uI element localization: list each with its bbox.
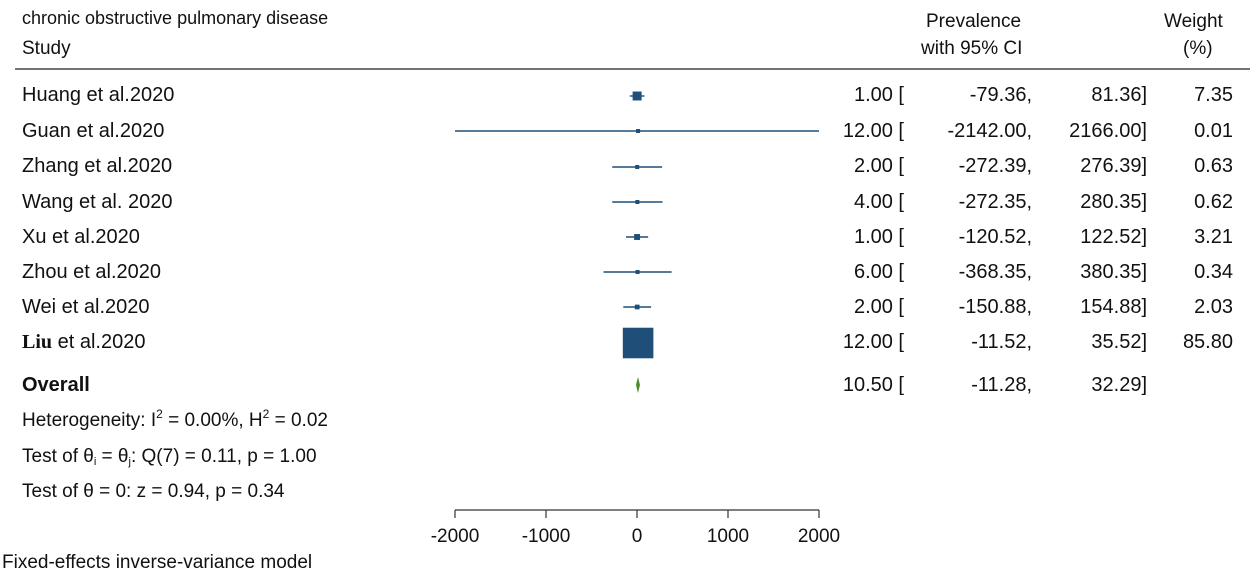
estimate-value: 2.00 [ [853, 296, 904, 318]
weight-value: 0.62 [1194, 191, 1233, 213]
overall-diamond [635, 377, 640, 393]
estimate-value: 1.00 [ [853, 84, 904, 106]
overall-ci-upper-value: 32.29] [1091, 374, 1147, 396]
study-label: Wang et al. 2020 [22, 191, 173, 213]
estimate-value: 4.00 [ [853, 191, 904, 213]
weight-value: 0.34 [1194, 261, 1233, 283]
estimate-marker [635, 200, 640, 204]
study-label: Zhou et al.2020 [22, 261, 161, 283]
ci-lower-value: -79.36, [969, 84, 1032, 106]
estimate-value: 12.00 [ [842, 331, 904, 353]
weight-value: 85.80 [1182, 331, 1233, 353]
ci-upper-value: 122.52] [1080, 226, 1147, 248]
ci-upper-value: 154.88] [1080, 296, 1147, 318]
estimate-value: 12.00 [ [842, 120, 904, 142]
test-text: = θ [96, 446, 129, 467]
ci-upper-value: 380.35] [1080, 261, 1147, 283]
weight-value: 2.03 [1194, 296, 1233, 318]
x-axis-tick-label: 1000 [707, 526, 749, 547]
study-label: Huang et al.2020 [22, 84, 175, 106]
weight-value: 0.63 [1194, 155, 1233, 177]
ci-upper-value: 2166.00] [1069, 120, 1147, 142]
x-axis-tick-label: -2000 [431, 526, 480, 547]
subscript: i [93, 456, 97, 468]
estimate-marker [634, 234, 641, 240]
overall-ci-lower-value: -11.28, [971, 374, 1032, 396]
study-column-header: Study [22, 38, 71, 59]
ci-lower-value: -150.88, [958, 296, 1032, 318]
estimate-marker [632, 91, 642, 101]
ci-lower-value: -2142.00, [947, 120, 1032, 142]
estimate-marker [636, 129, 641, 133]
homogeneity-test-stat: Test of θi = θj: Q(7) = 0.11, p = 1.00 [22, 446, 317, 468]
estimate-value: 2.00 [ [853, 155, 904, 177]
weight-header-line1: Weight [1164, 11, 1223, 32]
superscript: 2 [262, 407, 270, 421]
estimate-value: 1.00 [ [853, 226, 904, 248]
ci-upper-value: 35.52] [1091, 331, 1147, 353]
study-label-rest: et al.2020 [52, 331, 146, 353]
weight-header-line2: (%) [1183, 38, 1213, 59]
weight-value: 7.35 [1194, 84, 1233, 106]
study-label: Wei et al.2020 [22, 296, 150, 318]
x-axis-tick-label: -1000 [522, 526, 571, 547]
estimate-marker [635, 270, 640, 274]
ci-upper-value: 276.39] [1080, 155, 1147, 177]
ci-upper-value: 280.35] [1080, 191, 1147, 213]
overall-label: Overall [22, 374, 90, 396]
x-axis-tick-label: 0 [632, 526, 643, 547]
estimate-marker [634, 304, 640, 310]
ci-lower-value: -11.52, [971, 331, 1032, 353]
estimate-marker [635, 165, 640, 169]
study-label: Zhang et al.2020 [22, 155, 173, 177]
superscript: 2 [156, 407, 163, 421]
study-label: Xu et al.2020 [22, 226, 140, 248]
test-text: : Q(7) = 0.11, p = 1.00 [130, 446, 317, 467]
study-label-bold-part: Liu [22, 331, 53, 353]
weight-value: 0.01 [1194, 120, 1233, 142]
model-note: Fixed-effects inverse-variance model [2, 552, 313, 573]
prevalence-header-line2: with 95% CI [921, 38, 1023, 59]
ci-lower-value: -272.39, [958, 155, 1032, 177]
heterogeneity-text: = 0.02 [269, 410, 328, 431]
estimate-marker [622, 327, 654, 359]
prevalence-header-line1: Prevalence [926, 11, 1022, 32]
heterogeneity-text: Heterogeneity: I [22, 410, 157, 431]
overall-estimate-value: 10.50 [ [842, 374, 904, 396]
test-text: Test of θ [22, 446, 94, 467]
ci-lower-value: -272.35, [958, 191, 1032, 213]
ci-lower-value: -368.35, [958, 261, 1032, 283]
zero-effect-test-stat: Test of θ = 0: z = 0.94, p = 0.34 [22, 481, 285, 502]
heterogeneity-stat: Heterogeneity: I2 = 0.00%, H2 = 0.02 [22, 407, 328, 432]
heterogeneity-text: = 0.00%, H [162, 410, 263, 431]
chart-title: chronic obstructive pulmonary disease [22, 8, 329, 28]
study-label: Guan et al.2020 [22, 120, 165, 142]
estimate-value: 6.00 [ [853, 261, 904, 283]
ci-lower-value: -120.52, [958, 226, 1032, 248]
weight-value: 3.21 [1194, 226, 1233, 248]
x-axis-tick-label: 2000 [798, 526, 840, 547]
subscript: j [128, 456, 131, 468]
study-label: Liu et al.2020 [22, 331, 145, 354]
ci-upper-value: 81.36] [1091, 84, 1147, 106]
